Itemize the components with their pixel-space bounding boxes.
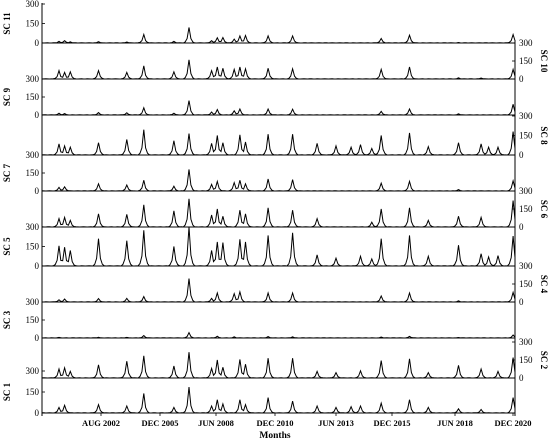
panel-label-sc2: SC 2 <box>539 351 549 370</box>
panel-label-sc8: SC 8 <box>539 126 549 145</box>
y-tick-label-sc7-300: 300 <box>26 150 40 160</box>
y-tick-label-sc1-0: 0 <box>35 408 40 418</box>
y-tick-label-sc10-150: 150 <box>519 56 533 66</box>
x-axis-title: Months <box>259 431 290 441</box>
y-tick-label-sc4-0: 0 <box>519 297 524 307</box>
panel-label-sc6: SC 6 <box>539 200 549 219</box>
y-tick-label-sc10-300: 300 <box>519 38 533 48</box>
y-tick-label-sc9-0: 0 <box>35 110 40 120</box>
y-tick-label-sc6-0: 0 <box>519 222 524 232</box>
y-tick-label-sc4-300: 300 <box>519 261 533 271</box>
axes-frame <box>41 3 516 416</box>
y-tick-label-sc8-300: 300 <box>519 111 533 121</box>
series-line-sc6 <box>41 198 516 228</box>
series-line-sc9 <box>41 100 516 116</box>
series-line-sc8 <box>41 129 516 156</box>
y-tick-label-sc5-0: 0 <box>35 261 40 271</box>
series-layer <box>41 27 516 414</box>
x-tick-label-aug-2002: AUG 2002 <box>82 418 120 428</box>
x-tick-label-dec-2005: DEC 2005 <box>141 418 178 428</box>
panel-label-sc9: SC 9 <box>2 87 12 106</box>
panel-label-sc4: SC 4 <box>539 275 549 294</box>
x-tick-label-jun-2013: JUN 2013 <box>318 418 354 428</box>
y-tick-label-sc2-150: 150 <box>519 355 533 365</box>
y-tick-label-sc1-300: 300 <box>26 366 40 376</box>
y-tick-label-sc4-150: 150 <box>519 279 533 289</box>
y-tick-label-sc2-0: 0 <box>519 373 524 383</box>
x-tick-label-dec-2015: DEC 2015 <box>373 418 410 428</box>
panel-label-sc3: SC 3 <box>2 310 12 329</box>
y-tick-label-sc1-150: 150 <box>26 387 40 397</box>
tick-layer: 0 150 300 0 150 300 0 150 300 0 150 300 0 150 300 0 150 3… <box>26 0 534 428</box>
panel-label-sc1: SC 1 <box>2 382 12 401</box>
x-tick-label-dec-2010: DEC 2010 <box>256 418 293 428</box>
y-tick-label-sc9-300: 300 <box>26 74 40 84</box>
series-line-sc10 <box>41 59 516 80</box>
panel-label-sc7: SC 7 <box>2 163 12 182</box>
series-line-sc3 <box>41 331 516 339</box>
y-tick-label-sc8-150: 150 <box>519 131 533 141</box>
y-tick-label-sc7-0: 0 <box>35 186 40 196</box>
y-tick-label-sc6-300: 300 <box>519 186 533 196</box>
y-tick-label-sc7-150: 150 <box>26 168 40 178</box>
y-tick-label-sc5-300: 300 <box>26 222 40 232</box>
series-line-sc7 <box>41 169 516 192</box>
series-line-sc11 <box>41 27 516 44</box>
x-tick-label-dec-2020: DEC 2020 <box>494 418 531 428</box>
y-tick-label-sc2-300: 300 <box>519 337 533 347</box>
y-tick-label-sc3-300: 300 <box>26 297 40 307</box>
x-tick-label-jun-2008: JUN 2008 <box>198 418 234 428</box>
y-tick-label-sc11-150: 150 <box>26 19 40 29</box>
series-line-sc5 <box>41 226 516 267</box>
y-tick-label-sc6-150: 150 <box>519 204 533 214</box>
series-line-sc4 <box>42 278 516 303</box>
series-line-sc1 <box>42 387 516 414</box>
series-line-sc2 <box>41 352 516 379</box>
y-tick-label-sc3-0: 0 <box>35 333 40 343</box>
panel-label-sc10: SC 10 <box>539 50 549 73</box>
y-tick-label-sc3-150: 150 <box>26 315 40 325</box>
panel-label-sc11: SC 11 <box>2 12 12 35</box>
y-tick-label-sc8-0: 0 <box>519 150 524 160</box>
panel-label-sc5: SC 5 <box>2 237 12 256</box>
x-tick-label-jun-2018: JUN 2018 <box>437 418 473 428</box>
y-tick-label-sc11-300: 300 <box>26 0 40 9</box>
y-tick-label-sc9-150: 150 <box>26 92 40 102</box>
y-tick-label-sc11-0: 0 <box>35 38 40 48</box>
y-tick-label-sc10-0: 0 <box>519 74 524 84</box>
y-tick-label-sc5-150: 150 <box>26 242 40 252</box>
